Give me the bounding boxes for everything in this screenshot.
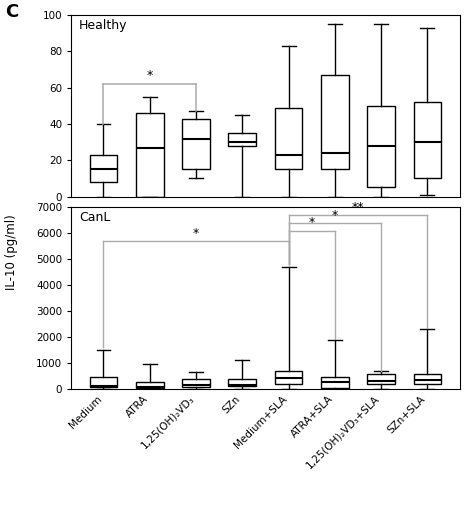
PathPatch shape bbox=[275, 108, 302, 169]
PathPatch shape bbox=[228, 133, 256, 146]
PathPatch shape bbox=[413, 102, 441, 178]
PathPatch shape bbox=[367, 374, 395, 384]
Text: CanL: CanL bbox=[79, 211, 110, 224]
PathPatch shape bbox=[321, 75, 349, 169]
Text: IL-10 (pg/ml): IL-10 (pg/ml) bbox=[5, 215, 18, 290]
Text: C: C bbox=[5, 3, 18, 21]
Text: *: * bbox=[146, 69, 153, 82]
Text: *: * bbox=[193, 227, 199, 240]
PathPatch shape bbox=[90, 377, 118, 387]
PathPatch shape bbox=[136, 113, 164, 196]
PathPatch shape bbox=[182, 379, 210, 387]
PathPatch shape bbox=[90, 155, 118, 182]
Text: *: * bbox=[332, 209, 338, 222]
Text: **: ** bbox=[352, 201, 364, 214]
PathPatch shape bbox=[275, 371, 302, 384]
PathPatch shape bbox=[367, 106, 395, 187]
PathPatch shape bbox=[136, 382, 164, 388]
Text: Healthy: Healthy bbox=[79, 19, 128, 32]
Text: *: * bbox=[309, 217, 315, 229]
PathPatch shape bbox=[228, 379, 256, 386]
PathPatch shape bbox=[182, 119, 210, 169]
PathPatch shape bbox=[321, 377, 349, 387]
PathPatch shape bbox=[413, 374, 441, 384]
